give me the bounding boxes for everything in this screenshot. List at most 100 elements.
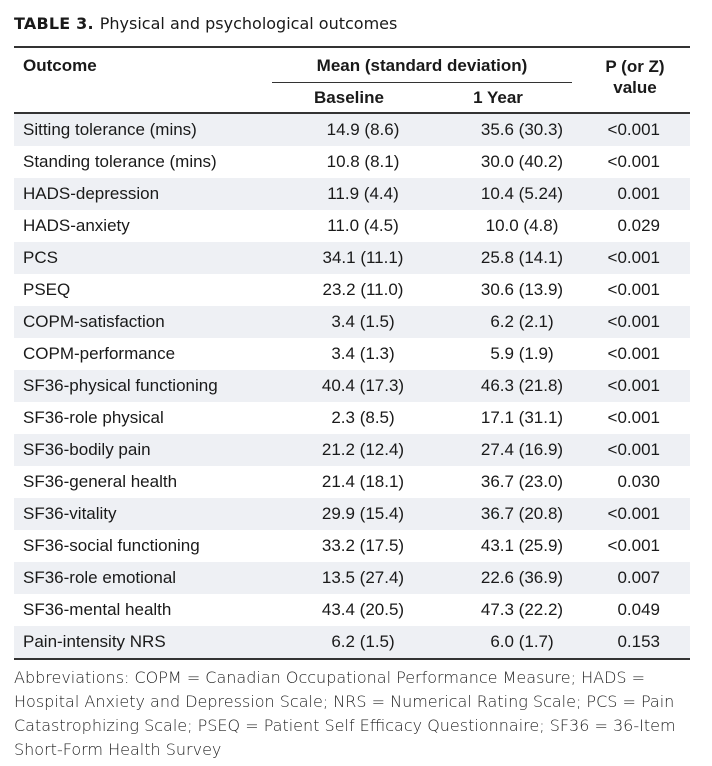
cell-p-value: <0.001 [607, 344, 660, 363]
cell-outcome: Sitting tolerance (mins) [23, 120, 197, 139]
table-row: SF36-role emotional 13.5 (27.4) 22.6 (36.9… [14, 562, 690, 594]
cell-outcome: PSEQ [23, 280, 71, 299]
header-outcome: Outcome [23, 56, 97, 75]
table-row: SF36-general health 21.4 (18.1) 36.7 (23.0… [14, 466, 690, 498]
header-mean-sd: Mean (standard deviation) [316, 56, 528, 75]
cell-year1: 5.9 (1.9) [490, 344, 554, 363]
cell-year1: 22.6 (36.9) [480, 568, 564, 587]
cell-outcome: Standing tolerance (mins) [23, 152, 217, 171]
table-row: SF36-vitality 29.9 (15.4) 36.7 (20.8) <0.00… [14, 498, 690, 530]
header-baseline: Baseline [314, 88, 384, 107]
header-rule [14, 112, 690, 114]
cell-baseline: 40.4 (17.3) [321, 376, 405, 395]
cell-baseline: 10.8 (8.1) [326, 152, 400, 171]
table-row: PSEQ 23.2 (11.0) 30.6 (13.9) <0.001 [14, 274, 690, 306]
cell-p-value: 0.030 [617, 472, 660, 491]
cell-baseline: 33.2 (17.5) [321, 536, 405, 555]
cell-p-value: <0.001 [607, 248, 660, 267]
cell-year1: 36.7 (23.0) [480, 472, 564, 491]
cell-outcome: Pain-intensity NRS [23, 632, 166, 651]
table-row: Standing tolerance (mins) 10.8 (8.1) 30.0 … [14, 146, 690, 178]
cell-year1: 36.7 (20.8) [480, 504, 564, 523]
cell-p-value: <0.001 [607, 120, 660, 139]
cell-year1: 10.0 (4.8) [485, 216, 559, 235]
cell-year1: 35.6 (30.3) [480, 120, 564, 139]
cell-year1: 47.3 (22.2) [480, 600, 564, 619]
cell-outcome: SF36-physical functioning [23, 376, 218, 395]
cell-p-value: 0.001 [617, 184, 660, 203]
cell-outcome: HADS-anxiety [23, 216, 130, 235]
table-caption: Physical and psychological outcomes [99, 14, 398, 33]
cell-outcome: SF36-role physical [23, 408, 164, 427]
cell-outcome: PCS [23, 248, 58, 267]
cell-baseline: 13.5 (27.4) [321, 568, 405, 587]
table-row: COPM-performance 3.4 (1.3) 5.9 (1.9) <0.001 [14, 338, 690, 370]
cell-year1: 27.4 (16.9) [480, 440, 564, 459]
cell-p-value: <0.001 [607, 376, 660, 395]
cell-outcome: COPM-performance [23, 344, 176, 363]
cell-baseline: 3.4 (1.3) [331, 344, 395, 363]
cell-outcome: SF36-social functioning [23, 536, 200, 555]
header-p-line1: P (or Z) [605, 57, 665, 76]
cell-p-value: 0.049 [617, 600, 660, 619]
table-row: HADS-depression 11.9 (4.4) 10.4 (5.24) 0.00… [14, 178, 690, 210]
cell-baseline: 23.2 (11.0) [322, 280, 404, 299]
cell-year1: 17.1 (31.1) [480, 408, 564, 427]
cell-p-value: 0.153 [617, 632, 660, 651]
table-footnote: Abbreviations: COPM = Canadian Occupatio… [14, 668, 676, 759]
cell-outcome: SF36-general health [23, 472, 178, 491]
cell-year1: 46.3 (21.8) [480, 376, 564, 395]
cell-outcome: COPM-satisfaction [23, 312, 165, 331]
table-title: TABLE 3. Physical and psychological outco… [14, 14, 397, 33]
header-span-rule [272, 82, 572, 83]
table-label: TABLE 3. [14, 14, 94, 33]
cell-p-value: <0.001 [607, 504, 660, 523]
cell-baseline: 29.9 (15.4) [321, 504, 405, 523]
cell-year1: 43.1 (25.9) [480, 536, 564, 555]
cell-outcome: SF36-vitality [23, 504, 117, 523]
cell-outcome: HADS-depression [23, 184, 160, 203]
table-row: PCS 34.1 (11.1) 25.8 (14.1) <0.001 [14, 242, 690, 274]
top-rule [14, 46, 690, 48]
cell-baseline: 21.2 (12.4) [321, 440, 405, 459]
table-row: Pain-intensity NRS 6.2 (1.5) 6.0 (1.7) 0.15… [14, 626, 690, 658]
table-row: SF36-mental health 43.4 (20.5) 47.3 (22.2)… [14, 594, 690, 626]
table-row: SF36-role physical 2.3 (8.5) 17.1 (31.1) <0… [14, 402, 690, 434]
cell-p-value: 0.007 [617, 568, 660, 587]
cell-p-value: <0.001 [607, 312, 660, 331]
cell-year1: 10.4 (5.24) [480, 184, 564, 203]
cell-baseline: 34.1 (11.1) [322, 248, 404, 267]
cell-p-value: <0.001 [607, 408, 660, 427]
cell-baseline: 11.0 (4.5) [327, 216, 399, 235]
cell-baseline: 21.4 (18.1) [321, 472, 405, 491]
cell-baseline: 43.4 (20.5) [321, 600, 405, 619]
cell-year1: 30.0 (40.2) [480, 152, 564, 171]
header-p-value: P (or Z) value [590, 56, 680, 98]
cell-outcome: SF36-bodily pain [23, 440, 151, 459]
cell-baseline: 14.9 (8.6) [326, 120, 400, 139]
cell-p-value: <0.001 [607, 280, 660, 299]
cell-year1: 6.0 (1.7) [490, 632, 554, 651]
cell-p-value: <0.001 [607, 440, 660, 459]
cell-year1: 25.8 (14.1) [480, 248, 564, 267]
cell-outcome: SF36-role emotional [23, 568, 177, 587]
table-row: SF36-social functioning 33.2 (17.5) 43.1 (… [14, 530, 690, 562]
cell-baseline: 6.2 (1.5) [331, 632, 395, 651]
cell-p-value: <0.001 [607, 152, 660, 171]
bottom-rule [14, 658, 690, 660]
table-row: COPM-satisfaction 3.4 (1.5) 6.2 (2.1) <0.00… [14, 306, 690, 338]
table-row: Sitting tolerance (mins) 14.9 (8.6) 35.6 (… [14, 114, 690, 146]
table-row: SF36-bodily pain 21.2 (12.4) 27.4 (16.9) <0… [14, 434, 690, 466]
cell-baseline: 2.3 (8.5) [331, 408, 395, 427]
table-row: HADS-anxiety 11.0 (4.5) 10.0 (4.8) 0.029 [14, 210, 690, 242]
table-row: SF36-physical functioning 40.4 (17.3) 46.3… [14, 370, 690, 402]
cell-baseline: 11.9 (4.4) [327, 184, 399, 203]
header-p-line2: value [613, 78, 657, 97]
cell-baseline: 3.4 (1.5) [331, 312, 395, 331]
cell-year1: 6.2 (2.1) [490, 312, 554, 331]
header-year1: 1 Year [473, 88, 523, 107]
cell-outcome: SF36-mental health [23, 600, 172, 619]
cell-p-value: <0.001 [607, 536, 660, 555]
cell-p-value: 0.029 [617, 216, 660, 235]
cell-year1: 30.6 (13.9) [480, 280, 564, 299]
